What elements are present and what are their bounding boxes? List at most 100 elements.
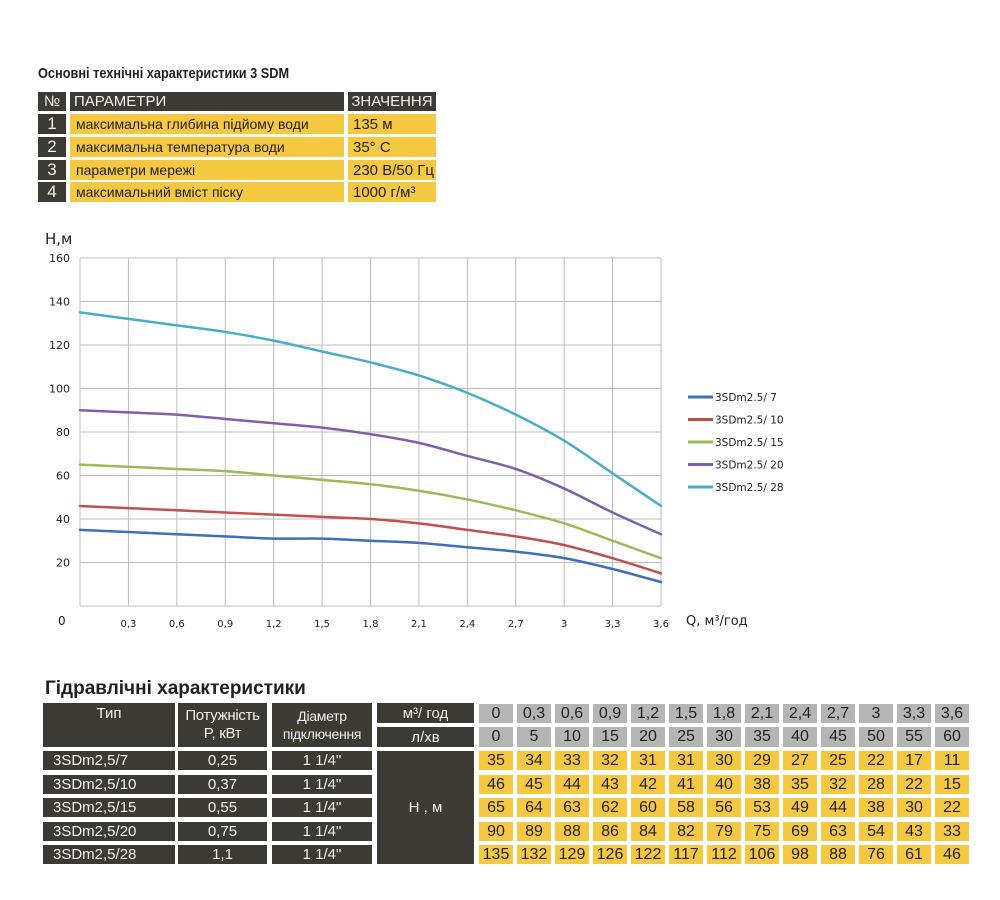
head-value: 45 (517, 775, 551, 794)
flow-lmin-value: 25 (669, 727, 703, 747)
head-value: 129 (555, 845, 589, 864)
head-flow-chart: 20 40 60 80 100 120 140 160 0,3 0,6 0,9 1,2 1,5 1,8 2,… (45, 230, 784, 630)
head-value: 86 (593, 822, 627, 841)
flow-m3h-value: 0,6 (555, 704, 589, 723)
row-power: 0,37 (178, 775, 267, 794)
head-value: 25 (821, 751, 855, 770)
row-type: 3SDm2,5/20 (43, 822, 175, 841)
series-line (78, 311, 663, 508)
x-tick-label: 2,4 (459, 619, 475, 630)
head-value: 33 (555, 751, 589, 770)
head-value: 88 (821, 845, 855, 864)
header-power: Потужність P, кВт (178, 703, 267, 747)
header-number: № (38, 92, 66, 111)
row-power: 0,75 (178, 822, 267, 841)
head-value: 43 (897, 822, 931, 841)
x-axis-label: Q, м³/год (686, 614, 748, 629)
head-value: 15 (935, 775, 969, 794)
head-value: 106 (745, 845, 779, 864)
head-value: 30 (707, 751, 741, 770)
head-value: 69 (783, 822, 817, 841)
head-value: 90 (479, 822, 513, 841)
head-value: 30 (897, 798, 931, 817)
row-power: 0,55 (178, 798, 267, 817)
flow-lmin-value: 15 (593, 727, 627, 747)
row-parameter: максимальний вміст піску (70, 182, 344, 202)
head-value: 122 (631, 845, 665, 864)
series-line (78, 504, 663, 575)
head-value: 58 (669, 798, 703, 817)
head-value: 40 (707, 775, 741, 794)
head-value: 44 (821, 798, 855, 817)
flow-m3h-value: 2,1 (745, 704, 779, 723)
row-type: 3SDm2,5/15 (43, 798, 175, 817)
head-value: 75 (745, 822, 779, 841)
head-value: 62 (593, 798, 627, 817)
x-tick-label: 3,3 (605, 619, 621, 630)
y-tick-label: 100 (49, 383, 70, 396)
series-line (78, 409, 663, 536)
head-value: 43 (593, 775, 627, 794)
x-tick-label: 1,2 (266, 619, 282, 630)
head-value: 46 (935, 845, 969, 864)
flow-lmin-value: 45 (821, 727, 855, 747)
row-value: 1000 г/м³ (348, 182, 436, 202)
header-parameters: ПАРАМЕТРИ (70, 92, 344, 111)
head-value: 82 (669, 822, 703, 841)
header-values: ЗНАЧЕННЯ (348, 92, 436, 111)
x-tick-label: 1,8 (363, 619, 379, 630)
row-type: 3SDm2,5/7 (43, 751, 175, 770)
x-tick-label: 0,3 (120, 619, 136, 630)
head-value: 38 (745, 775, 779, 794)
x-tick-label: 3,6 (653, 619, 669, 630)
series-line (78, 463, 663, 560)
head-value: 33 (935, 822, 969, 841)
y-tick-label: 120 (49, 339, 70, 352)
head-value: 42 (631, 775, 665, 794)
x-tick-label: 1,5 (314, 619, 330, 630)
head-value: 54 (859, 822, 893, 841)
flow-lmin-value: 35 (745, 727, 779, 747)
head-value: 35 (479, 751, 513, 770)
head-value: 56 (707, 798, 741, 817)
row-number: 3 (38, 160, 66, 180)
head-value: 126 (593, 845, 627, 864)
legend-label: 3SDm2.5/ 7 (715, 392, 777, 404)
head-value: 84 (631, 822, 665, 841)
flow-lmin-value: 40 (783, 727, 817, 747)
header-head: H , м (377, 751, 474, 864)
head-value: 117 (669, 845, 703, 864)
row-diameter: 1 1/4" (272, 822, 372, 841)
head-value: 28 (859, 775, 893, 794)
flow-m3h-value: 3,3 (897, 704, 931, 723)
y-axis-label: H,м (45, 230, 72, 248)
y-tick-label: 40 (56, 513, 70, 526)
head-value: 61 (897, 845, 931, 864)
flow-m3h-value: 2,7 (821, 704, 855, 723)
flow-lmin-value: 30 (707, 727, 741, 747)
x-tick-label: 0,6 (169, 619, 185, 630)
head-value: 29 (745, 751, 779, 770)
row-parameter: максимальна глибина підйому води (70, 114, 344, 134)
row-number: 1 (38, 114, 66, 134)
x-tick-label: 3 (561, 619, 567, 630)
head-value: 49 (783, 798, 817, 817)
row-diameter: 1 1/4" (272, 751, 372, 770)
header-diameter: Діаметр підключення (272, 703, 372, 747)
row-number: 4 (38, 182, 66, 202)
head-value: 46 (479, 775, 513, 794)
flow-m3h-value: 0,3 (517, 704, 551, 723)
head-value: 32 (593, 751, 627, 770)
flow-m3h-value: 3,6 (935, 704, 969, 723)
head-value: 64 (517, 798, 551, 817)
head-value: 22 (859, 751, 893, 770)
row-diameter: 1 1/4" (272, 798, 372, 817)
flow-lmin-value: 55 (897, 727, 931, 747)
head-value: 22 (935, 798, 969, 817)
row-value: 230 В/50 Гц (348, 160, 436, 180)
row-diameter: 1 1/4" (272, 845, 372, 864)
head-value: 17 (897, 751, 931, 770)
row-power: 0,25 (178, 751, 267, 770)
flow-m3h-value: 3 (859, 704, 893, 723)
flow-lmin-value: 60 (935, 727, 969, 747)
